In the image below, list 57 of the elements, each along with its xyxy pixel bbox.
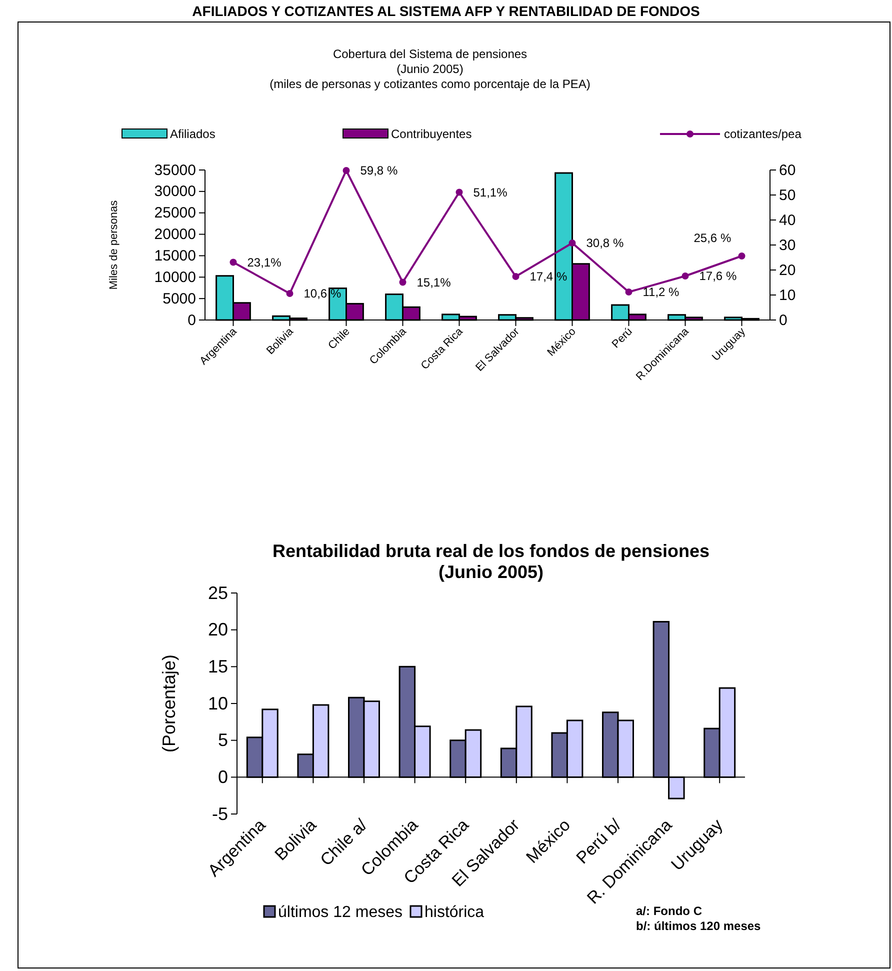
chart-subtitle: (Junio 2005) — [438, 562, 544, 582]
y2-tick-label: 60 — [779, 162, 796, 179]
y-axis-title: (Porcentaje) — [159, 654, 179, 753]
data-label: 17,6 % — [699, 269, 737, 283]
point — [342, 167, 350, 174]
legend-label: Afiliados — [170, 127, 216, 141]
point — [230, 258, 237, 266]
text: b/: últimos 120 meses — [636, 919, 762, 933]
y2-tick-label: 30 — [779, 236, 796, 254]
y2-tick-label: 50 — [779, 186, 796, 204]
data-label: 15,1% — [416, 275, 452, 290]
point — [568, 240, 576, 246]
point — [625, 288, 632, 296]
data-label: 11,2 % — [642, 285, 680, 299]
point — [456, 188, 463, 196]
legend-label: Contribuyentes — [391, 127, 472, 141]
y2-tick-label: 20 — [779, 262, 796, 279]
data-label: 23,1% — [247, 255, 282, 270]
text: a/: Fondo C — [636, 904, 702, 918]
legend-label: últimos 12 meses — [278, 904, 402, 921]
point — [286, 290, 294, 297]
y-tick-label: 25 — [208, 582, 228, 603]
text: (miles de personas y cotizantes como porcentaje de la PEA) — [270, 77, 590, 91]
y-tick-label: 5000 — [162, 290, 196, 308]
point — [738, 252, 746, 260]
data-label: 10,6 % — [304, 286, 342, 300]
chart-title: Cobertura del Sistema de pensiones — [332, 47, 528, 61]
y-tick-label: 30000 — [154, 183, 196, 200]
y2-tick-label: 40 — [779, 212, 796, 229]
y-tick-label: 15000 — [154, 248, 196, 265]
y-tick-label: 20 — [208, 620, 228, 640]
data-label: 30,8 % — [586, 236, 624, 250]
y-tick-label: 35000 — [154, 162, 196, 179]
y-tick-label: 0 — [218, 766, 228, 787]
data-label: 59,8 % — [360, 164, 398, 178]
y-tick-label: 20000 — [154, 226, 196, 244]
y-tick-label: 0 — [188, 312, 196, 329]
y-tick-label: 10 — [208, 693, 228, 714]
y-tick-label: 5 — [218, 730, 228, 750]
y2-tick-label: 10 — [779, 286, 796, 304]
y2-tick-label: 0 — [779, 312, 788, 329]
y-tick-label: -5 — [212, 804, 228, 824]
text: AFILIADOS Y COTIZANTES AL SISTEMA AFP Y RENTABILIDAD DE FONDOS — [192, 3, 700, 19]
y-axis-title: Miles de personas — [108, 200, 120, 290]
y-tick-label: 15 — [208, 656, 228, 676]
data-label: 17,4 % — [530, 270, 568, 284]
point — [682, 272, 689, 280]
y-tick-label: 10000 — [154, 268, 196, 286]
point — [512, 273, 520, 280]
data-label: 25,6 % — [694, 231, 732, 245]
chart-title: Rentabilidad bruta real de los fondos de pensiones — [272, 541, 710, 561]
data-label: 51,1% — [473, 185, 508, 200]
legend-label: cotizantes/pea — [724, 127, 802, 141]
legend-label: histórica — [424, 904, 484, 921]
point — [399, 278, 406, 286]
chart-subtitle: (Junio 2005) — [396, 62, 464, 76]
y-tick-label: 25000 — [154, 204, 196, 222]
